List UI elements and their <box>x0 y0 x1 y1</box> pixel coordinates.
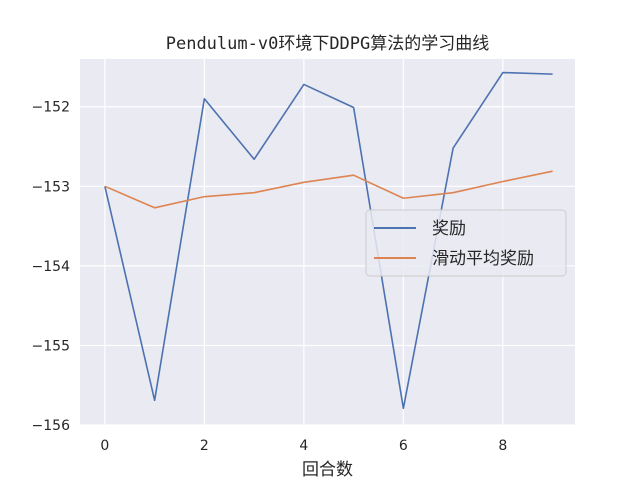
legend-label-reward: 奖励 <box>432 219 466 239</box>
grid-lines <box>80 59 575 426</box>
y-tick-label: −154 <box>32 259 71 275</box>
series-line-reward <box>104 71 553 410</box>
chart-title: Pendulum-v0环境下DDPG算法的学习曲线 <box>166 34 490 54</box>
x-tick-label: 8 <box>498 438 507 454</box>
series-line-moving-average <box>104 170 553 209</box>
y-tick-label: −156 <box>32 418 71 434</box>
tick-labels: 0 2 4 6 8 −156 −155 −154 −153 −152 <box>32 100 508 454</box>
x-tick-label: 4 <box>299 438 308 454</box>
series-lines <box>104 71 553 410</box>
x-tick-label: 0 <box>100 438 109 454</box>
legend-label-moving-average: 滑动平均奖励 <box>432 249 534 269</box>
legend-box <box>365 209 567 277</box>
y-tick-label: −152 <box>32 100 70 116</box>
x-axis-label: 回合数 <box>302 460 353 480</box>
y-tick-label: −153 <box>32 179 70 195</box>
y-tick-label: −155 <box>32 338 70 354</box>
x-tick-label: 6 <box>399 438 408 454</box>
x-tick-label: 2 <box>200 438 209 454</box>
legend: 奖励 滑动平均奖励 <box>365 209 567 277</box>
